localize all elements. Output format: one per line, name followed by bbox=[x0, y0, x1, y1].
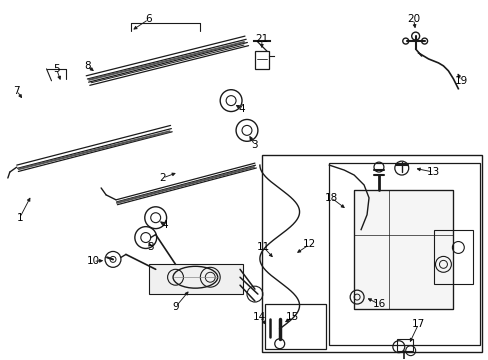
Bar bbox=[254, 51, 268, 69]
Text: 9: 9 bbox=[172, 302, 179, 312]
Text: 6: 6 bbox=[145, 14, 152, 24]
Bar bbox=[262, 155, 481, 352]
Text: 15: 15 bbox=[285, 312, 299, 322]
Text: 8: 8 bbox=[84, 61, 90, 71]
Bar bbox=[433, 230, 472, 284]
Text: 12: 12 bbox=[302, 239, 315, 249]
Text: 3: 3 bbox=[251, 140, 258, 150]
Text: 17: 17 bbox=[411, 319, 425, 329]
Text: 10: 10 bbox=[86, 256, 100, 266]
Text: 5: 5 bbox=[53, 64, 60, 74]
Text: 3: 3 bbox=[147, 243, 154, 252]
Text: 1: 1 bbox=[17, 213, 23, 223]
Text: 7: 7 bbox=[14, 86, 20, 96]
Text: 14: 14 bbox=[253, 312, 266, 322]
Bar bbox=[353, 190, 452, 309]
Bar bbox=[328, 163, 479, 345]
Bar bbox=[396, 339, 412, 351]
Text: 19: 19 bbox=[454, 76, 467, 86]
Text: 16: 16 bbox=[371, 299, 385, 309]
Text: 21: 21 bbox=[255, 34, 268, 44]
Text: 2: 2 bbox=[159, 173, 165, 183]
Bar bbox=[353, 190, 452, 309]
Text: 4: 4 bbox=[238, 104, 245, 113]
Bar bbox=[148, 264, 243, 294]
Text: 4: 4 bbox=[161, 220, 167, 230]
Bar bbox=[264, 304, 325, 349]
Text: 13: 13 bbox=[426, 167, 439, 177]
Text: 11: 11 bbox=[257, 243, 270, 252]
Text: 18: 18 bbox=[324, 193, 337, 203]
Text: 20: 20 bbox=[407, 14, 419, 24]
